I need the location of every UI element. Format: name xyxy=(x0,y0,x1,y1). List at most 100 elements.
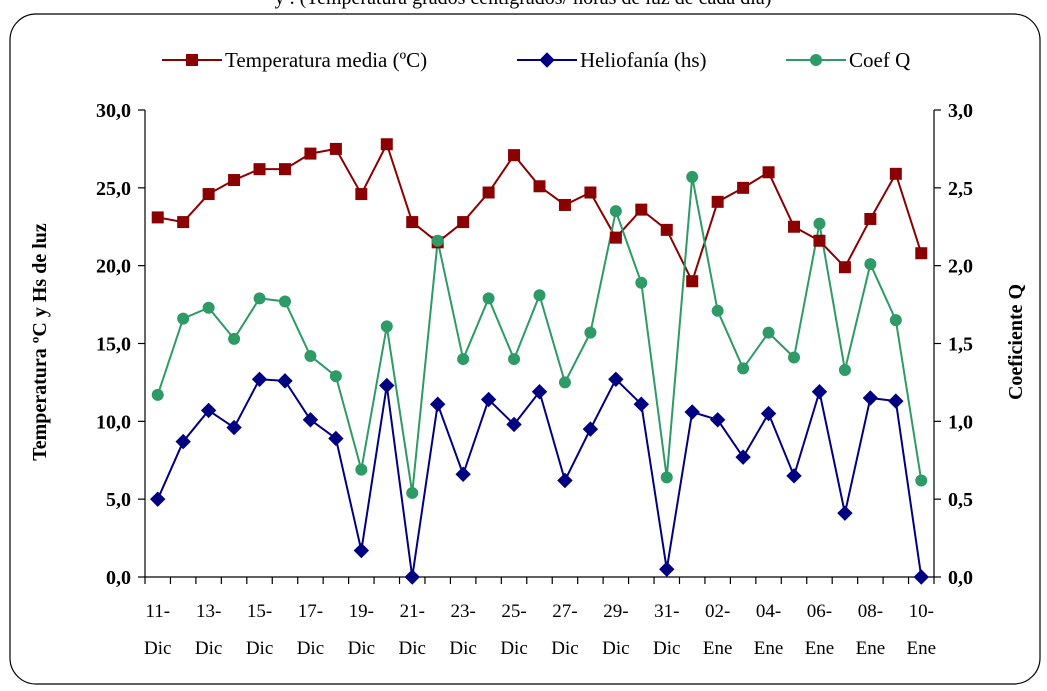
data-point-2 xyxy=(763,327,774,338)
data-point-0 xyxy=(687,276,698,287)
y-axis-title-left: Temperatura ºC y Hs de luz xyxy=(29,223,51,461)
data-point-0 xyxy=(712,196,723,207)
header-text-fragment: y . (Temperatura grados centígrados/ hor… xyxy=(275,0,772,9)
data-point-2 xyxy=(789,352,800,363)
data-point-2 xyxy=(509,354,520,365)
x-tick-label: 04- xyxy=(756,601,781,622)
data-point-0 xyxy=(178,217,189,228)
y-tick-label-left: 30,0 xyxy=(96,100,131,122)
data-point-0 xyxy=(483,187,494,198)
x-tick-label: 19- xyxy=(349,601,374,622)
x-tick-label: 17- xyxy=(298,601,323,622)
x-tick-label: Dic xyxy=(449,638,476,659)
data-point-2 xyxy=(712,305,723,316)
y-tick-label-left: 10,0 xyxy=(96,411,131,433)
data-point-0 xyxy=(279,164,290,175)
data-point-0 xyxy=(916,248,927,259)
data-point-2 xyxy=(559,377,570,388)
data-point-2 xyxy=(407,487,418,498)
data-point-2 xyxy=(814,218,825,229)
y-tick-label-right: 0,5 xyxy=(948,489,973,511)
x-tick-label: Ene xyxy=(907,638,937,659)
data-point-2 xyxy=(432,235,443,246)
x-tick-label: 11- xyxy=(145,601,170,622)
x-tick-label: Dic xyxy=(500,638,527,659)
data-point-0 xyxy=(152,212,163,223)
x-tick-label: 10- xyxy=(909,601,934,622)
legend-label-1: Heliofanía (hs) xyxy=(580,48,707,72)
data-point-2 xyxy=(916,475,927,486)
x-tick-label: 15- xyxy=(247,601,272,622)
data-point-0 xyxy=(585,187,596,198)
x-tick-label: Dic xyxy=(348,638,375,659)
data-point-0 xyxy=(356,189,367,200)
data-point-2 xyxy=(687,171,698,182)
data-point-0 xyxy=(865,213,876,224)
x-tick-label: 25- xyxy=(501,601,526,622)
y-tick-label-right: 2,0 xyxy=(948,256,973,278)
legend-label-0: Temperatura media (ºC) xyxy=(225,48,427,72)
x-tick-label: Dic xyxy=(297,638,324,659)
data-point-2 xyxy=(254,293,265,304)
data-point-0 xyxy=(839,262,850,273)
data-point-0 xyxy=(890,168,901,179)
data-point-2 xyxy=(661,472,672,483)
legend-marker-2 xyxy=(811,55,822,66)
y-tick-label-left: 5,0 xyxy=(106,489,131,511)
x-tick-label: Ene xyxy=(703,638,733,659)
data-point-0 xyxy=(559,199,570,210)
data-point-2 xyxy=(585,327,596,338)
data-point-0 xyxy=(407,217,418,228)
data-point-0 xyxy=(534,181,545,192)
y-tick-label-right: 1,0 xyxy=(948,411,973,433)
data-point-2 xyxy=(839,364,850,375)
x-tick-label: Ene xyxy=(754,638,784,659)
data-point-2 xyxy=(458,354,469,365)
x-tick-label: Dic xyxy=(602,638,629,659)
data-point-0 xyxy=(814,235,825,246)
x-tick-label: Dic xyxy=(653,638,680,659)
data-point-2 xyxy=(534,290,545,301)
data-point-0 xyxy=(636,204,647,215)
y-tick-label-left: 15,0 xyxy=(96,334,131,356)
x-tick-label: Dic xyxy=(399,638,426,659)
y-tick-label-left: 25,0 xyxy=(96,178,131,200)
x-tick-label: 13- xyxy=(196,601,221,622)
data-point-2 xyxy=(483,293,494,304)
x-tick-label: Dic xyxy=(195,638,222,659)
data-point-2 xyxy=(890,315,901,326)
data-point-2 xyxy=(229,333,240,344)
legend-marker-0 xyxy=(187,55,198,66)
data-point-0 xyxy=(203,189,214,200)
x-tick-label: 27- xyxy=(552,601,577,622)
data-point-2 xyxy=(738,363,749,374)
x-tick-label: 02- xyxy=(705,601,730,622)
data-point-0 xyxy=(509,150,520,161)
x-tick-label: Dic xyxy=(551,638,578,659)
x-tick-label: 06- xyxy=(807,601,832,622)
data-point-2 xyxy=(381,321,392,332)
x-tick-label: 08- xyxy=(858,601,883,622)
x-tick-label: Dic xyxy=(246,638,273,659)
data-point-2 xyxy=(356,464,367,475)
data-point-2 xyxy=(636,277,647,288)
chart-border xyxy=(10,14,1040,684)
data-point-2 xyxy=(865,259,876,270)
x-tick-label: Ene xyxy=(805,638,835,659)
y-tick-label-right: 0,0 xyxy=(948,567,973,589)
data-point-0 xyxy=(738,182,749,193)
data-point-2 xyxy=(178,313,189,324)
x-tick-label: 23- xyxy=(450,601,475,622)
data-point-0 xyxy=(229,175,240,186)
data-point-0 xyxy=(254,164,265,175)
x-tick-label: 31- xyxy=(654,601,679,622)
data-point-0 xyxy=(610,232,621,243)
y-tick-label-left: 20,0 xyxy=(96,256,131,278)
data-point-2 xyxy=(152,389,163,400)
data-point-0 xyxy=(458,217,469,228)
x-tick-label: 29- xyxy=(603,601,628,622)
legend-label-2: Coef Q xyxy=(849,48,910,72)
data-point-2 xyxy=(279,296,290,307)
